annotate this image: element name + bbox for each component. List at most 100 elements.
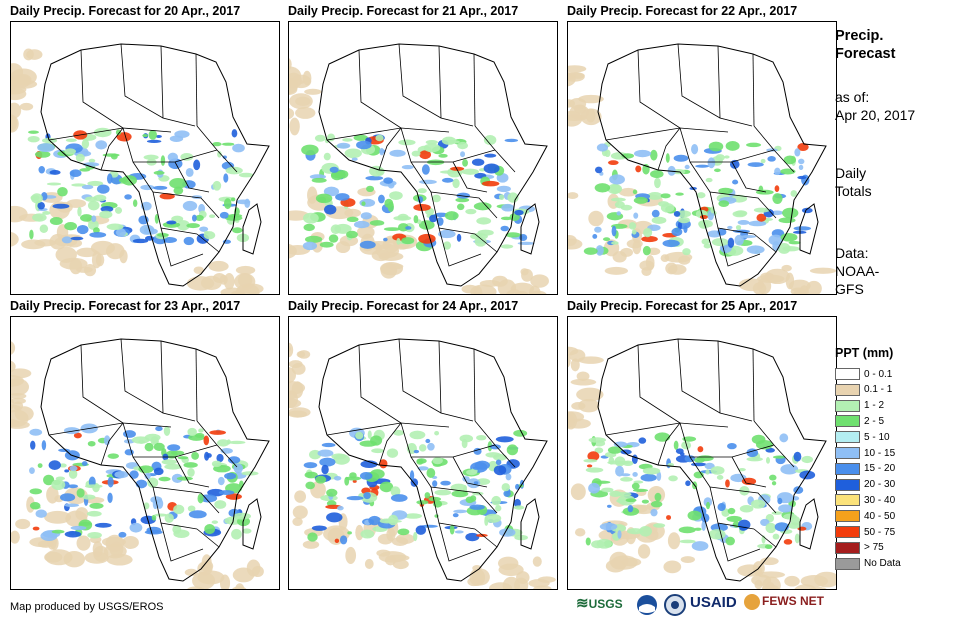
precip-cell	[499, 528, 516, 537]
precip-cell	[326, 488, 338, 497]
precip-cell	[642, 467, 661, 475]
precip-cell	[185, 168, 194, 177]
precip-cell	[421, 164, 430, 175]
precip-cell	[505, 232, 521, 238]
precip-cell	[780, 233, 798, 242]
precip-cell	[610, 197, 626, 202]
precip-cell	[356, 140, 372, 150]
precip-field	[568, 65, 836, 294]
precip-cell	[169, 135, 184, 142]
precip-cell	[718, 200, 730, 208]
precip-cell	[217, 439, 230, 447]
precip-cell	[330, 170, 343, 181]
precip-cell	[70, 525, 87, 531]
precip-cell	[153, 170, 165, 175]
precip-cell	[211, 460, 222, 468]
precip-cell	[413, 204, 431, 212]
precip-cell	[416, 458, 424, 465]
country-border	[132, 456, 220, 514]
precip-cell	[342, 138, 353, 142]
precip-cell	[289, 360, 303, 369]
precip-cell	[106, 173, 113, 184]
precip-cell	[143, 502, 150, 510]
precip-cell	[694, 527, 702, 531]
precip-cell	[29, 467, 35, 475]
legend-label: 20 - 30	[864, 479, 896, 491]
precip-cell	[132, 199, 138, 207]
precip-cell	[457, 141, 469, 150]
precip-cell	[207, 488, 225, 497]
precip-cell	[44, 510, 72, 524]
africa-coastline	[318, 43, 548, 287]
precip-cell	[344, 476, 350, 486]
precip-cell	[495, 436, 514, 443]
precip-cell	[696, 192, 706, 199]
precip-cell	[601, 487, 614, 493]
precip-cell	[118, 177, 127, 183]
precip-cell	[800, 574, 828, 588]
precip-cell	[169, 178, 188, 189]
precip-cell	[114, 206, 123, 214]
precip-cell	[434, 489, 452, 496]
legend-item: No Data	[835, 556, 901, 572]
precip-cell	[135, 479, 148, 489]
precip-cell	[57, 187, 68, 197]
precip-cell	[797, 143, 809, 152]
precip-cell	[484, 513, 502, 523]
precip-cell	[331, 453, 347, 460]
precip-cell	[70, 236, 84, 241]
country-border	[657, 422, 681, 466]
precip-cell	[633, 212, 639, 219]
precip-cell	[176, 476, 193, 481]
precip-cell	[576, 387, 604, 402]
precip-cell	[685, 480, 691, 487]
precip-field	[289, 58, 549, 294]
precip-cell	[473, 202, 492, 211]
precip-cell	[479, 279, 501, 287]
precip-cell	[454, 530, 464, 534]
precip-cell	[232, 567, 255, 583]
country-border	[160, 340, 196, 422]
data-source: Data: NOAA- GFS	[835, 245, 880, 297]
precip-cell	[568, 235, 577, 247]
precip-cell	[438, 229, 456, 239]
map-canvas	[11, 43, 270, 294]
precip-cell	[774, 167, 781, 176]
legend-label: No Data	[864, 558, 901, 570]
precip-cell	[453, 509, 468, 514]
precip-cell	[503, 490, 511, 497]
madagascar-outline	[242, 498, 262, 550]
precip-cell	[651, 209, 660, 218]
precip-cell	[592, 234, 598, 239]
precip-cell	[150, 436, 159, 446]
precip-cell	[607, 504, 612, 508]
precip-cell	[580, 108, 602, 126]
precip-cell	[724, 155, 730, 159]
precip-cell	[64, 531, 82, 538]
precip-cell	[365, 175, 384, 181]
precip-cell	[506, 289, 523, 294]
side-title: Precip. Forecast	[835, 28, 896, 62]
precip-cell	[432, 480, 438, 487]
precip-cell	[725, 536, 735, 546]
precip-cell	[650, 170, 664, 179]
precip-cell	[153, 442, 165, 451]
precip-cell	[11, 79, 38, 89]
precip-cell	[122, 535, 139, 549]
country-border	[637, 344, 681, 424]
precip-cell	[767, 156, 776, 162]
precip-cell	[236, 199, 251, 205]
precip-cell	[187, 468, 195, 477]
precip-cell	[591, 540, 605, 549]
precip-cell	[705, 177, 713, 183]
precip-cell	[393, 429, 404, 436]
precip-cell	[309, 174, 327, 180]
precip-cell	[711, 238, 729, 247]
country-border	[753, 125, 795, 173]
precip-cell	[203, 231, 216, 240]
precip-cell	[289, 410, 307, 418]
precip-cell	[327, 133, 336, 142]
precip-cell	[771, 511, 783, 515]
country-border	[120, 43, 164, 119]
precip-cell	[124, 194, 132, 200]
